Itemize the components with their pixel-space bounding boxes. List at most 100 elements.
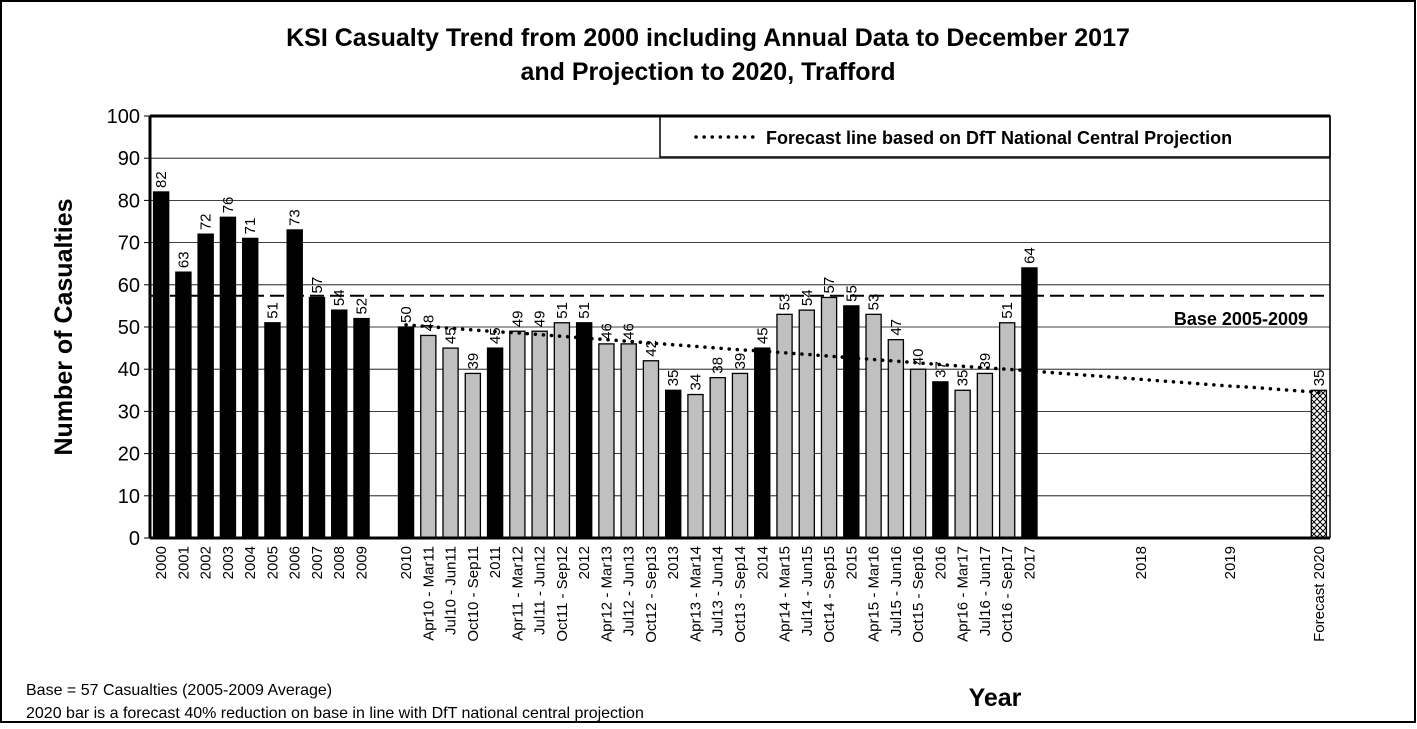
bar <box>620 343 637 539</box>
x-tick-label: Jul15 - Jun16 <box>888 546 905 636</box>
bar <box>1021 267 1038 539</box>
value-label: 57 <box>821 277 838 294</box>
x-tick-label: Apr14 - Mar15 <box>777 546 794 642</box>
x-tick-label: 2019 <box>1222 546 1239 579</box>
x-tick-label: 2012 <box>576 546 593 579</box>
bar <box>152 191 170 539</box>
x-tick-label: Apr11 - Mar12 <box>509 546 526 641</box>
x-tick-label: 2016 <box>932 546 949 579</box>
bar <box>420 334 437 539</box>
value-label: 71 <box>242 218 259 235</box>
bar <box>664 389 682 539</box>
x-tick-label: Jul11 - Jun12 <box>532 546 549 635</box>
x-tick-label: Oct13 - Sep14 <box>732 546 749 643</box>
x-tick-label: 2011 <box>487 546 504 578</box>
bar <box>709 376 726 539</box>
value-label: 39 <box>732 353 749 370</box>
y-tick-label: 0 <box>129 528 140 550</box>
value-label: 47 <box>888 319 905 336</box>
bar <box>954 389 971 539</box>
x-tick-label: Oct14 - Sep15 <box>821 546 838 643</box>
value-label: 46 <box>621 323 638 340</box>
bar <box>575 322 593 539</box>
value-label: 45 <box>443 327 460 344</box>
bar <box>754 347 771 539</box>
x-tick-label: 2005 <box>264 546 281 579</box>
bar <box>687 393 704 539</box>
value-label: 51 <box>576 302 593 319</box>
x-tick-label: 2013 <box>665 546 682 579</box>
value-label: 53 <box>777 294 794 311</box>
chart-subtitle: and Projection to 2020, Trafford <box>520 58 895 86</box>
y-tick-label: 20 <box>118 444 140 466</box>
value-label: 35 <box>1311 370 1328 387</box>
x-tick-label: Apr10 - Mar11 <box>420 546 437 641</box>
x-axis-label: Year <box>969 684 1022 712</box>
value-label: 45 <box>754 327 771 344</box>
value-label: 51 <box>999 302 1016 319</box>
bar <box>865 313 882 539</box>
x-tick-label: Oct15 - Sep16 <box>910 546 927 643</box>
value-label: 63 <box>175 251 192 268</box>
value-label: 50 <box>398 306 415 323</box>
y-tick-label: 10 <box>118 486 140 508</box>
value-label: 46 <box>598 323 615 340</box>
x-tick-label: Jul13 - Jun14 <box>710 546 727 636</box>
x-tick-label: 2014 <box>754 546 771 579</box>
x-tick-label: 2000 <box>153 546 170 579</box>
value-label: 34 <box>687 374 704 391</box>
y-tick-label: 80 <box>118 190 140 212</box>
value-label: 55 <box>843 285 860 302</box>
value-label: 37 <box>932 361 949 378</box>
y-tick-label: 90 <box>118 148 140 170</box>
x-tick-label: 2007 <box>309 546 326 579</box>
value-label: 73 <box>287 209 304 226</box>
value-label: 39 <box>465 353 482 370</box>
bar <box>887 339 905 539</box>
x-tick-label: Jul14 - Jun15 <box>799 546 816 636</box>
value-label: 53 <box>866 294 883 311</box>
value-label: 51 <box>554 302 571 319</box>
bar <box>264 322 281 539</box>
bar <box>197 233 214 539</box>
value-label: 76 <box>220 197 237 214</box>
y-tick-label: 30 <box>118 401 140 423</box>
value-label: 49 <box>532 311 549 328</box>
value-label: 45 <box>487 327 504 344</box>
x-tick-label: Oct12 - Sep13 <box>643 546 660 643</box>
x-tick-label: 2008 <box>331 546 348 579</box>
value-label: 57 <box>309 277 326 294</box>
value-label: 82 <box>153 171 170 188</box>
bar <box>464 372 482 539</box>
x-tick-label: Oct11 - Sep12 <box>554 546 571 642</box>
x-tick-label: 2006 <box>287 546 304 579</box>
value-label: 49 <box>509 311 526 328</box>
bar <box>486 347 504 539</box>
value-label: 39 <box>977 353 994 370</box>
value-label: 38 <box>710 357 727 374</box>
x-tick-label: Jul16 - Jun17 <box>977 546 994 636</box>
bar <box>776 313 793 539</box>
value-label: 48 <box>420 315 437 332</box>
y-tick-label: 60 <box>118 275 140 297</box>
value-label: 64 <box>1021 247 1038 264</box>
chart-title: KSI Casualty Trend from 2000 including A… <box>286 24 1130 52</box>
bar <box>642 360 660 539</box>
bar <box>598 343 615 539</box>
bar <box>175 271 192 539</box>
bar <box>932 381 949 539</box>
value-label: 72 <box>198 213 215 230</box>
value-label: 54 <box>331 289 348 306</box>
bar <box>509 330 526 539</box>
footnote: 2020 bar is a forecast 40% reduction on … <box>26 705 644 722</box>
bar <box>442 347 459 539</box>
bar <box>397 326 415 539</box>
y-tick-label: 50 <box>118 317 140 339</box>
bar <box>731 372 749 539</box>
x-tick-label: Apr16 - Mar17 <box>955 546 972 642</box>
x-tick-label: 2004 <box>242 546 259 579</box>
x-tick-label: Oct10 - Sep11 <box>465 546 482 642</box>
y-tick-label: 40 <box>118 359 140 381</box>
bar <box>909 368 927 539</box>
bar <box>553 322 571 539</box>
